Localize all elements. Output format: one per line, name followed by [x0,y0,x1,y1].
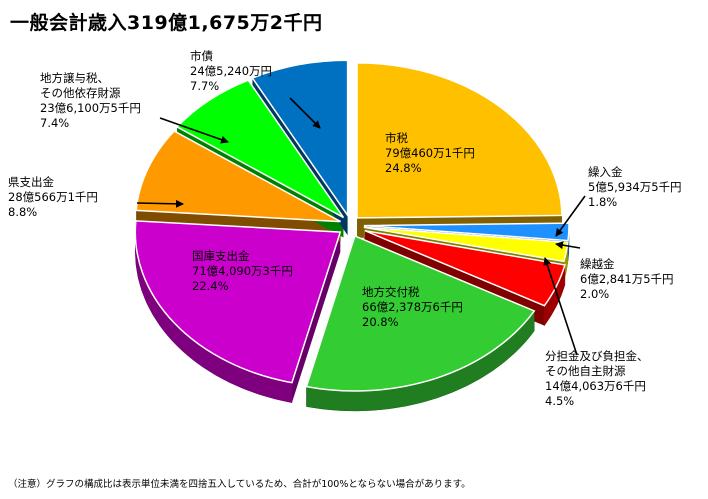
slice-0 [356,62,563,219]
slice-label-line: 28億566万1千円 [8,190,98,204]
slice-label-line: 7.4% [40,116,69,130]
slice-label-line: 79億460万1千円 [385,146,475,160]
slice-label-line: 県支出金 [8,175,54,189]
slice-label-line: 22.4% [192,279,229,293]
slice-label-line: 繰入金 [588,165,623,179]
slice-label-line: その他自主財源 [545,364,626,378]
callout-arrow-5 [289,97,321,129]
slice-label-line: 24億5,240万円 [190,64,272,78]
footnote: （注意）グラフの構成比は表示単位未満を四捨五入しているため、合計が100%となら… [8,479,471,490]
page-title: 一般会計歳入319億1,675万2千円 [10,12,323,34]
slice-label-0: 市税 79億460万1千円 24.8% [385,131,475,175]
callout-arrows [136,97,586,356]
slice-label-line: 66億2,378万6千円 [362,300,463,314]
slice-label-2: 繰越金 6億2,841万5千円 2.0% [580,257,674,301]
slice-label-line: 国庫支出金 [192,249,250,263]
slice-label-3: 分担金及び負担金、その他自主財源 14億4,063万6千円 4.5% [545,349,649,408]
slice-label-line: 市債 [190,49,213,63]
slice-label-line: 23億6,100万5千円 [40,101,141,115]
slice-3 [364,229,566,307]
slice-4 [305,234,536,392]
callout-arrow-0 [555,195,586,237]
slice-6 [135,130,341,223]
callout-arrow-2 [543,257,578,356]
pie-chart: 市税 79億460万1千円 24.8% 繰入金 5億5,934万5千円 1.8% 繰越金 6億… [8,49,682,412]
slice-label-line: 5億5,934万5千円 [588,180,682,194]
slice-label-7: 地方譲与税、その他依存財源 23億6,100万5千円 7.4% [40,71,141,130]
slice-label-line: 地方交付税 [362,285,420,299]
slice-labels: 市税 79億460万1千円 24.8% 繰入金 5億5,934万5千円 1.8% 繰越金 6億… [8,49,682,408]
slice-label-line: 4.5% [545,394,574,408]
slice-label-line: 2.0% [580,287,609,301]
slice-label-line: 6億2,841万5千円 [580,272,674,286]
slice-label-8: 市債 24億5,240万円 7.7% [190,49,272,93]
slice-label-line: 市税 [385,131,408,145]
slice-2 [363,226,569,263]
slice-label-line: 1.8% [588,195,617,209]
slice-label-line: 7.7% [190,79,219,93]
slice-label-4: 地方交付税 66億2,378万6千円 20.8% [362,285,463,329]
slice-1 [363,222,570,242]
slice-label-line: 71億4,090万3千円 [192,264,293,278]
slice-label-6: 県支出金 28億566万1千円 8.8% [8,175,98,219]
slice-wall-5 [291,232,341,403]
slice-label-line: 24.8% [385,161,422,175]
callout-arrow-3 [159,117,229,144]
slice-label-line: 繰越金 [580,257,615,271]
slice-label-5: 国庫支出金 71億4,090万3千円 22.4% [192,249,293,293]
slice-label-line: 地方譲与税、 [40,71,109,85]
slice-label-line: 20.8% [362,315,399,329]
slice-label-1: 繰入金 5億5,934万5千円 1.8% [588,165,682,209]
callout-arrow-1 [555,241,581,250]
slice-label-line: 8.8% [8,205,37,219]
pie-slices [134,59,570,392]
slice-label-line: 14億4,063万6千円 [545,379,646,393]
slice-7 [175,79,345,219]
slice-5 [134,220,342,384]
callout-arrow-4 [136,199,184,208]
slice-label-line: 分担金及び負担金、 [545,349,649,363]
slice-label-line: その他依存財源 [40,86,121,100]
slice-8 [251,59,349,218]
